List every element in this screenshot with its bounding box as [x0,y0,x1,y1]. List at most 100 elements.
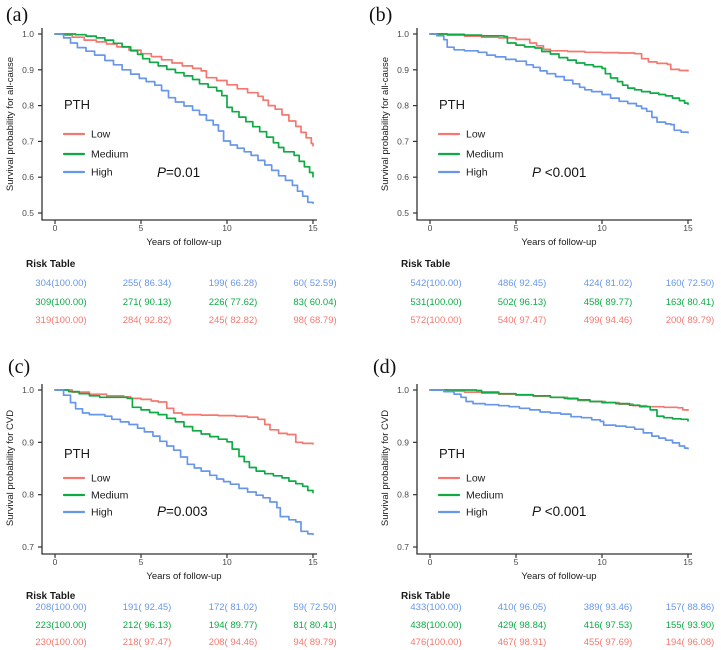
legend-title: PTH [439,97,465,112]
risk-cell: 194( 89.77) [208,620,258,631]
survival-curve-high [429,33,689,134]
risk-cell: 199( 66.28) [208,278,258,289]
legend-title: PTH [439,446,465,461]
survival-curve-medium [429,389,689,422]
panel-c: (c) 1.0 0.9 0.8 0.7 0 5 10 15 Survival probabili… [0,330,360,650]
x-tick-label: 5 [139,557,144,567]
p-value-text: P=0.01 [157,165,200,180]
x-tick-label: 10 [597,223,607,233]
risk-cell: 223(100.00) [35,620,87,631]
y-tick-label: 0.5 [397,208,409,218]
risk-row: 230(100.00) 218( 97.47) 208( 94.46) 94( 89.… [0,637,360,649]
risk-cell: 83( 60.04) [293,297,337,308]
risk-row: 309(100.00) 271( 90.13) 226( 77.62) 83( 60.… [0,297,360,309]
y-tick-label: 1.0 [397,29,409,39]
risk-cell: 429( 98.84) [497,620,547,631]
risk-cell: 502( 96.13) [497,297,547,308]
x-tick-label: 10 [222,223,232,233]
legend-label-medium: Medium [466,490,504,502]
risk-cell: 208(100.00) [35,602,87,613]
panel-letter: (c) [8,356,31,378]
y-tick-label: 1.0 [22,385,34,395]
risk-cell: 410( 96.05) [497,602,547,613]
risk-cell: 194( 96.08) [665,637,715,648]
y-axis-title: Survival probability for CVD [5,410,16,526]
y-tick-label: 0.9 [22,437,34,447]
risk-cell: 438(100.00) [410,620,462,631]
x-tick-label: 15 [308,223,318,233]
risk-cell: 486( 92.45) [497,278,547,289]
survival-curve-low [54,389,314,445]
legend-title: PTH [64,97,90,112]
survival-curve-medium [54,389,314,494]
survival-curve-high [429,389,689,450]
risk-row: 572(100.00) 540( 97.47) 499( 94.46) 200( 89… [375,315,721,327]
risk-cell: 540( 97.47) [497,315,547,326]
panel-b: (b) 1.0 0.9 0.8 0.7 0.6 0.5 0 5 10 15 Survival pro… [369,0,721,330]
x-tick-label: 10 [222,557,232,567]
risk-cell: 319(100.00) [35,315,87,326]
risk-cell: 157( 88.86) [665,602,715,613]
x-tick-label: 0 [428,223,433,233]
y-tick-label: 0.9 [397,65,409,75]
y-tick-label: 0.9 [22,65,34,75]
x-tick-label: 10 [597,557,607,567]
risk-cell: 476(100.00) [410,637,462,648]
x-tick-label: 0 [428,557,433,567]
p-value-text: P <0.001 [532,504,586,519]
y-tick-label: 0.7 [22,136,34,146]
survival-curve-medium [429,33,689,106]
survival-plot: 1.0 0.9 0.8 0.7 0 5 10 15 Survival probability f… [380,384,693,567]
x-tick-label: 5 [139,223,144,233]
legend-label-high: High [466,507,488,519]
panel-letter: (d) [373,356,397,378]
panel-d: (d) 1.0 0.9 0.8 0.7 0 5 10 15 Survival probabili… [373,330,721,650]
risk-cell: 160( 72.50) [665,278,715,289]
legend-label-low: Low [466,473,486,485]
risk-cell: 226( 77.62) [208,297,258,308]
risk-cell: 424( 81.02) [583,278,633,289]
x-axis-label: Years of follow-up [146,571,222,582]
x-tick-label: 15 [683,557,693,567]
risk-cell: 60( 52.59) [293,278,337,289]
x-axis-label: Years of follow-up [146,237,222,248]
panel-letter: (b) [369,4,393,26]
risk-cell: 212( 96.13) [122,620,172,631]
legend-label-medium: Medium [91,149,129,161]
y-tick-label: 0.8 [22,490,34,500]
risk-row: 319(100.00) 284( 92.82) 245( 82.82) 98( 68.… [0,315,360,327]
y-tick-label: 0.8 [397,490,409,500]
legend-label-low: Low [466,129,486,141]
risk-cell: 98( 68.79) [293,315,337,326]
x-tick-label: 5 [514,557,519,567]
risk-cell: 94( 89.79) [293,637,337,648]
x-axis-label: Years of follow-up [521,571,597,582]
risk-row: 433(100.00) 410( 96.05) 389( 93.46) 157( 88… [375,602,721,614]
y-tick-label: 0.8 [22,101,34,111]
x-axis-label: Years of follow-up [521,237,597,248]
y-tick-label: 0.8 [397,101,409,111]
legend-label-low: Low [91,129,111,141]
legend-title: PTH [64,446,90,461]
risk-cell: 309(100.00) [35,297,87,308]
risk-row: 542(100.00) 486( 92.45) 424( 81.02) 160( 72… [375,278,721,290]
risk-cell: 467( 98.91) [497,637,547,648]
risk-cell: 433(100.00) [410,602,462,613]
risk-row: 476(100.00) 467( 98.91) 455( 97.69) 194( 96… [375,637,721,649]
risk-table-title: Risk Table [26,259,76,270]
risk-table-title: Risk Table [26,591,76,602]
risk-cell: 458( 89.77) [583,297,633,308]
risk-cell: 191( 92.45) [122,602,172,613]
risk-cell: 499( 94.46) [583,315,633,326]
y-tick-label: 0.5 [22,208,34,218]
risk-cell: 163( 80.41) [665,297,715,308]
risk-cell: 81( 80.41) [293,620,337,631]
y-tick-label: 0.6 [22,172,34,182]
survival-plot: 1.0 0.9 0.8 0.7 0.6 0.5 0 5 10 15 Survival probabi… [5,28,318,233]
y-tick-label: 0.7 [397,136,409,146]
survival-curve-high [54,33,314,205]
risk-cell: 172( 81.02) [208,602,258,613]
risk-cell: 304(100.00) [35,278,87,289]
survival-curve-medium [54,33,314,178]
